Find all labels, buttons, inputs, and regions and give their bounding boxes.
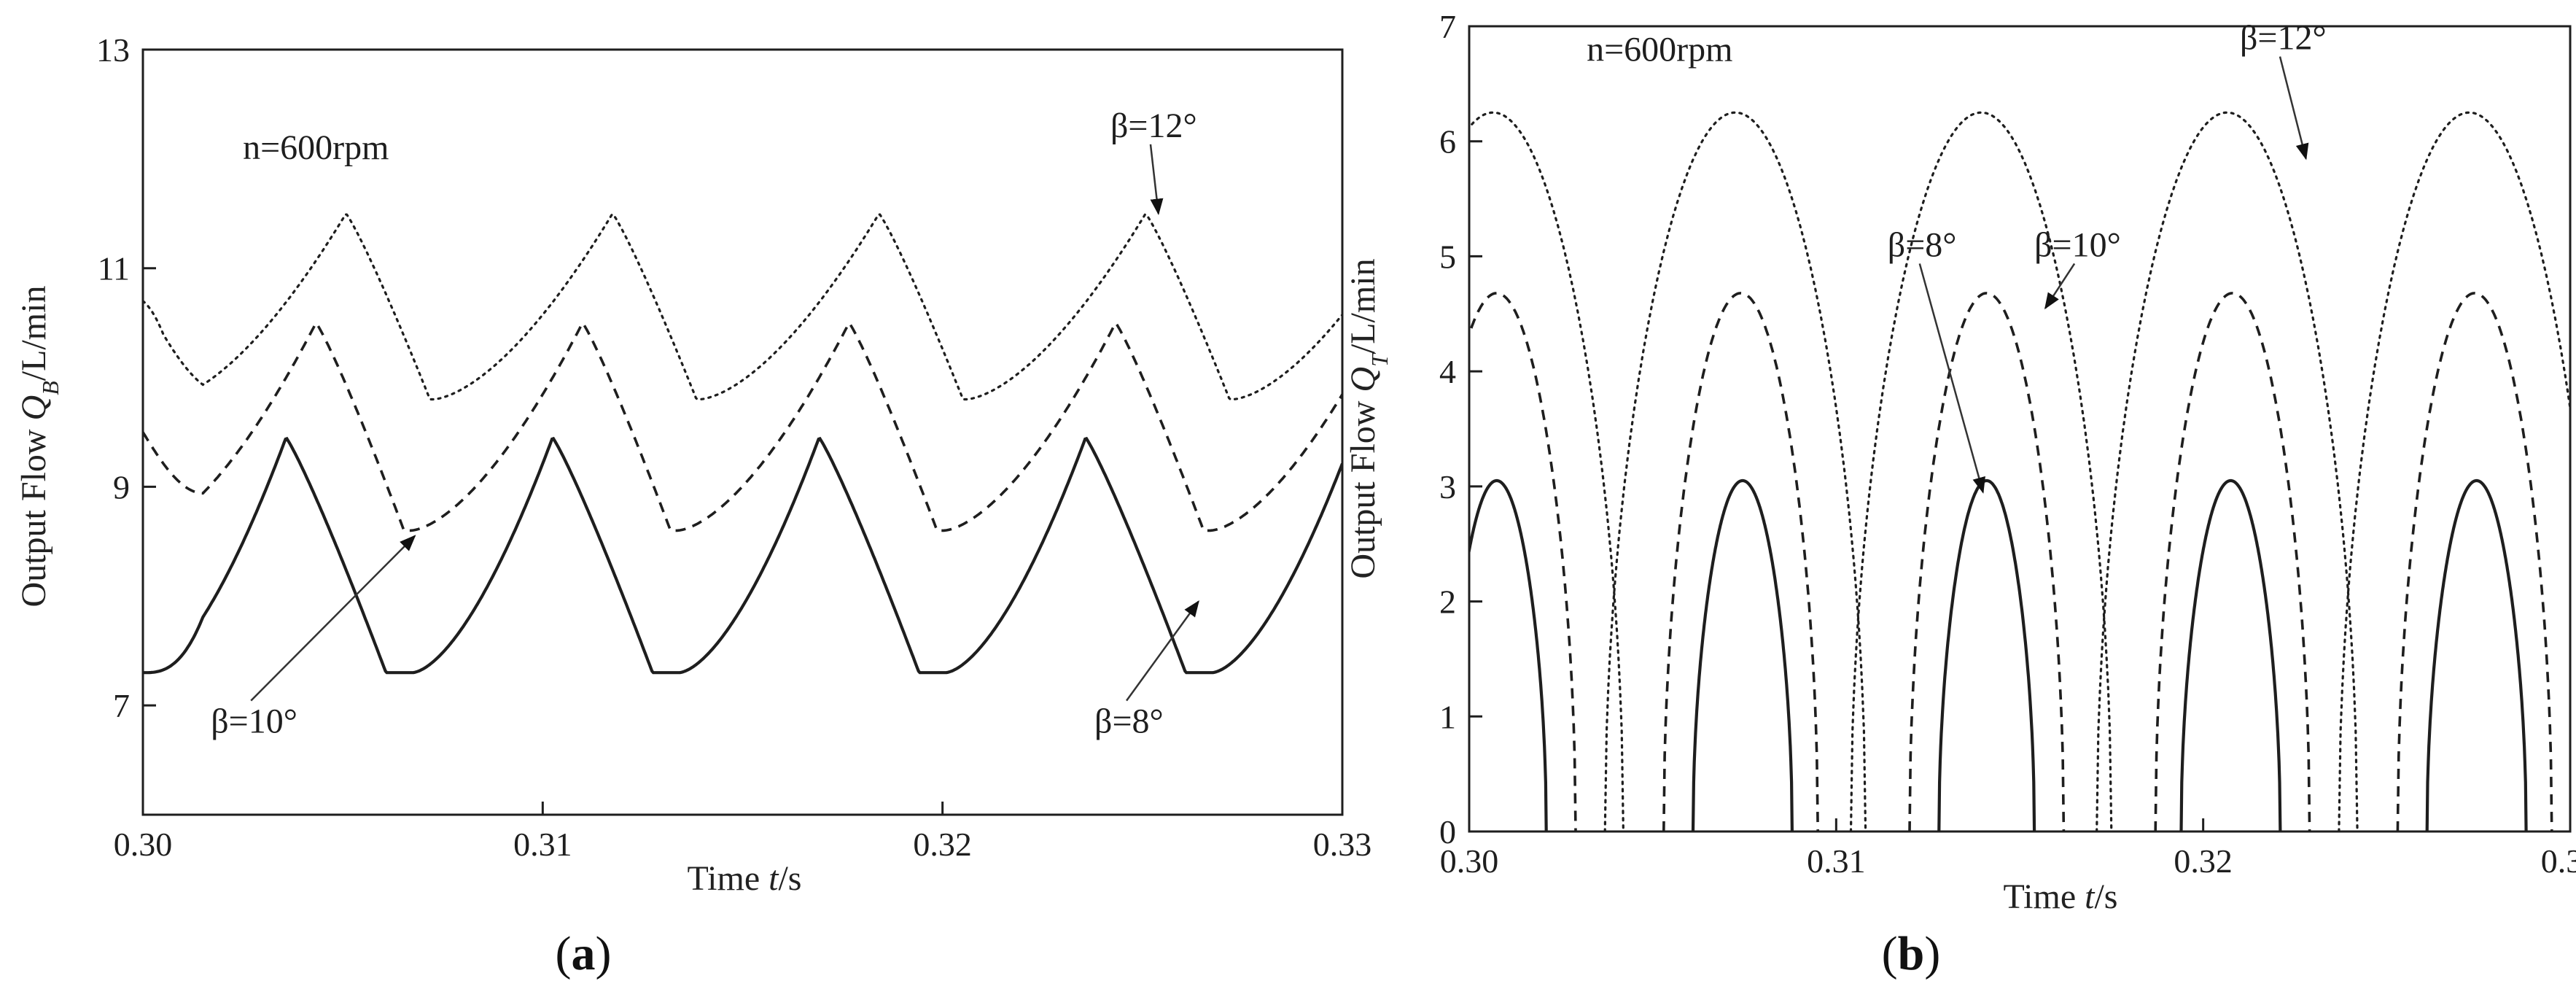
panel-b-y-tick-label: 0 <box>1439 813 1456 850</box>
panel-b-y-tick-label: 1 <box>1439 698 1456 735</box>
panel-a-y-label-unit: /L/min <box>15 286 53 381</box>
panel-b-series-beta12-arch <box>1849 111 2113 831</box>
panel-b-y-label-subscript: T <box>1366 352 1393 367</box>
panel-b-series-beta8-arch <box>1937 478 2036 831</box>
panel-b-y-tick-label: 2 <box>1439 584 1456 621</box>
panel-a-x-label-var: t <box>768 859 779 898</box>
panel-a-caption: (a) <box>496 926 671 982</box>
panel-b-series-group <box>1469 111 2570 831</box>
panel-b-chart: 0.30 0.31 0.32 0.33 0 1 2 3 4 5 6 7 n=600rpm β=12° β=… <box>1344 8 2576 916</box>
panel-b-series-beta8-arch <box>2179 478 2282 831</box>
panel-a-caption-letter: a <box>571 927 596 980</box>
panel-a-x-tick-label: 0.32 <box>913 826 972 863</box>
panel-a-x-tick-label: 0.33 <box>1313 826 1372 863</box>
panel-b-beta12-label: β=12° <box>2240 19 2327 58</box>
panel-b-x-axis-label: Time t/s <box>2004 877 2118 916</box>
panel-a-annotations: n=600rpm β=12° β=10° β=8° <box>211 106 1199 741</box>
panel-a-series-beta10-line <box>143 320 1342 532</box>
panel-a-y-label-text: Output Flow <box>15 420 53 607</box>
panel-b-axes: 0.30 0.31 0.32 0.33 0 1 2 3 4 5 6 7 <box>1439 8 2576 880</box>
panel-a-plot-frame <box>141 48 1344 816</box>
panel-b-y-tick-label: 4 <box>1439 353 1456 390</box>
panel-b-beta12-pointer-arrow <box>2279 56 2309 160</box>
panel-a-series-group <box>143 213 1342 675</box>
panel-b-series-beta8-arch <box>1691 478 1794 831</box>
panel-b-caption-open: ( <box>1881 927 1898 980</box>
panel-b-series-beta12-arch <box>1469 111 1624 831</box>
panel-a-caption-close: ) <box>595 927 612 980</box>
panel-b-x-tick-label: 0.30 <box>1440 842 1499 880</box>
panel-b-x-label-var: t <box>2085 877 2096 916</box>
panel-b-caption-letter: b <box>1897 927 1925 980</box>
panel-b-beta8-label: β=8° <box>1888 225 1957 264</box>
panel-a-beta8-label: β=8° <box>1094 702 1164 741</box>
panel-b-series-beta10-arch <box>2154 292 2311 831</box>
panel-a-x-tick-label: 0.31 <box>513 826 572 863</box>
panel-b-series-beta12-arch <box>2096 111 2359 831</box>
panel-b-y-tick-label: 3 <box>1439 468 1456 505</box>
panel-b-x-tick-label: 0.31 <box>1807 842 1866 880</box>
panel-b-series-beta12-arch <box>2338 111 2570 831</box>
panel-b-x-label-text: Time <box>2004 877 2085 916</box>
panel-b-series-beta8-arch <box>1469 478 1548 831</box>
panel-a-y-label-var: Q <box>15 395 53 421</box>
panel-a-y-axis-label: Output Flow QB/L/min <box>15 286 63 608</box>
panel-b-series-beta12-arch <box>1603 111 1867 831</box>
panel-b-y-label-text: Output Flow <box>1344 392 1382 579</box>
panel-a-axes: 0.30 0.31 0.32 0.33 7 9 11 13 <box>96 31 1371 863</box>
panel-b-caption-close: ) <box>1924 927 1941 980</box>
panel-b-annotations: n=600rpm β=12° β=10° β=8° <box>1587 19 2327 494</box>
panel-a-beta10-label: β=10° <box>211 702 297 741</box>
panel-a-y-tick-label: 7 <box>113 687 130 724</box>
panel-a-y-label-subscript: B <box>37 381 63 395</box>
panel-a-beta10-pointer-arrow <box>250 535 416 702</box>
panel-a-y-tick-label: 11 <box>98 250 130 287</box>
panel-b-x-tick-label: 0.32 <box>2174 842 2233 880</box>
panel-b-plot-frame <box>1468 25 2572 833</box>
panel-b-x-label-unit: /s <box>2094 877 2117 916</box>
panel-b-beta10-label: β=10° <box>2034 225 2121 264</box>
panel-b-y-label-unit: /L/min <box>1344 258 1382 354</box>
panel-b-series-beta10-arch <box>1469 292 1577 831</box>
panel-a-beta8-pointer-arrow <box>1126 600 1199 702</box>
panel-b-caption: (b) <box>1824 926 1999 982</box>
panel-b-beta8-pointer-arrow <box>1918 263 1985 494</box>
panel-b-y-axis-label: Output Flow QT/L/min <box>1344 258 1393 578</box>
panel-b-n-rpm-label: n=600rpm <box>1587 30 1732 69</box>
panel-a-beta12-label: β=12° <box>1110 106 1197 145</box>
panel-a-n-rpm-label: n=600rpm <box>243 128 389 167</box>
panel-a-x-tick-label: 0.30 <box>114 826 173 863</box>
panel-b-series-beta10-arch <box>1908 292 2066 831</box>
panel-b-y-tick-label: 5 <box>1439 238 1456 275</box>
panel-a-chart: 0.30 0.31 0.32 0.33 7 9 11 13 n=600rpm β=12° β=10… <box>15 31 1371 898</box>
panel-b-y-tick-label: 6 <box>1439 123 1456 160</box>
panel-a-caption-open: ( <box>555 927 572 980</box>
panel-a-x-label-unit: /s <box>778 859 801 898</box>
panel-b-series-beta10-arch <box>2396 292 2553 831</box>
panel-a-y-tick-label: 13 <box>96 31 130 69</box>
panel-b-x-tick-label: 0.33 <box>2541 842 2576 880</box>
panel-a-x-axis-label: Time t/s <box>688 859 802 898</box>
panel-a-series-beta8-line <box>143 436 1342 675</box>
panel-b-y-tick-label: 7 <box>1439 8 1456 45</box>
panel-a-series-beta12-line <box>143 213 1342 401</box>
panel-a-y-tick-label: 9 <box>113 468 130 505</box>
panel-a-x-label-text: Time <box>688 859 769 898</box>
panel-a-beta12-pointer-arrow <box>1149 144 1164 216</box>
panel-b-y-label-var: Q <box>1344 367 1382 392</box>
panel-b-series-beta10-arch <box>1662 292 1819 831</box>
panel-b-series-beta8-arch <box>2425 478 2528 831</box>
panel-b-beta10-pointer-arrow <box>2044 263 2076 310</box>
